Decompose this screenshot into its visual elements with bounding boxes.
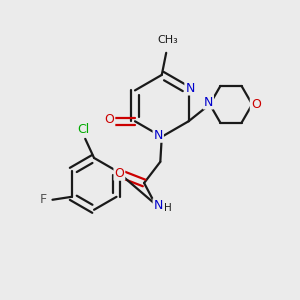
Text: F: F <box>40 193 47 206</box>
Text: O: O <box>104 113 114 126</box>
Text: O: O <box>114 167 124 180</box>
Text: O: O <box>251 98 261 111</box>
Text: CH₃: CH₃ <box>157 35 178 46</box>
Text: H: H <box>164 203 172 213</box>
Text: N: N <box>154 199 163 212</box>
Text: N: N <box>185 82 195 94</box>
Text: N: N <box>154 129 163 142</box>
Text: Cl: Cl <box>78 124 90 136</box>
Text: N: N <box>204 95 213 109</box>
